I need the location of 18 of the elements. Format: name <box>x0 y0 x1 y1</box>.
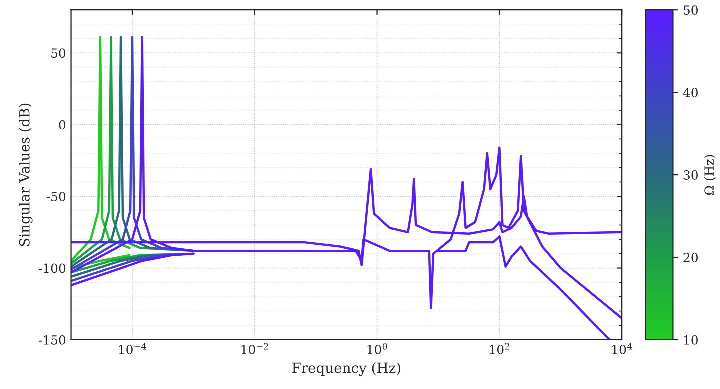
y-tick-label: -50 <box>46 192 66 202</box>
x-tick-label: 10$^{−4}$ <box>119 343 146 354</box>
x-tick-label: 10$^{−2}$ <box>242 343 268 354</box>
x-axis-title: Frequency (Hz) <box>292 362 400 376</box>
color-bar-label: 20 <box>684 252 698 262</box>
color-bar-label: 50 <box>684 6 698 16</box>
color-bar-label: 40 <box>683 88 698 98</box>
color-bar-label: 30 <box>684 170 698 180</box>
y-tick-label: 0 <box>59 120 66 130</box>
color-bar-title: Ω (Hz) <box>704 155 716 196</box>
x-tick-label: 10$^{0}$ <box>368 343 388 354</box>
y-tick-label: 50 <box>52 48 66 58</box>
x-tick-label: 10$^{2}$ <box>490 343 510 354</box>
y-axis-title: Singular Values (dB) <box>19 104 33 246</box>
y-tick-label: -100 <box>38 264 66 274</box>
y-tick-label: -150 <box>38 335 66 345</box>
color-bar-label: 10 <box>684 335 698 345</box>
x-tick-label: 10$^{4}$ <box>612 343 632 354</box>
